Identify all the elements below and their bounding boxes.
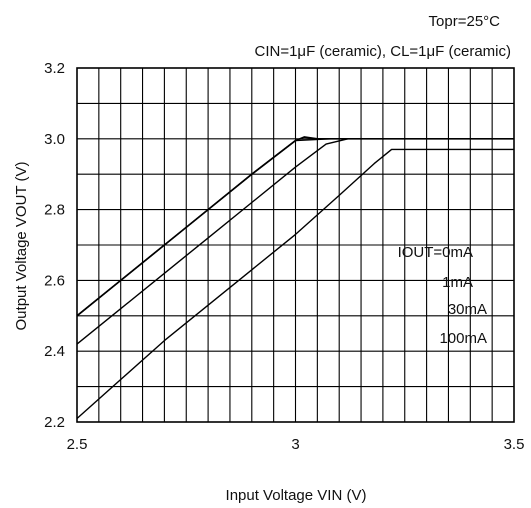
y-tick-label: 2.4 [44, 343, 65, 360]
x-tick-label: 2.5 [67, 436, 88, 453]
legend-entry-30mA: 30mA [448, 301, 487, 318]
x-tick-label: 3 [291, 436, 299, 453]
x-tick-label: 3.5 [504, 436, 525, 453]
y-tick-label: 2.2 [44, 414, 65, 431]
legend-title: IOUT=0mA [398, 244, 473, 261]
x-tick-labels: 2.5 3 3.5 [67, 436, 525, 453]
y-tick-label: 3.2 [44, 60, 65, 77]
legend-entry-1mA: 1mA [442, 274, 473, 291]
y-tick-label: 2.6 [44, 272, 65, 289]
series-line-30mA [76, 138, 514, 345]
legend-entry-100mA: 100mA [439, 330, 487, 347]
series-line-1mA [76, 138, 514, 317]
condition-capacitors: CIN=1μF (ceramic), CL=1μF (ceramic) [255, 43, 512, 60]
x-axis-label: Input Voltage VIN (V) [226, 487, 367, 504]
plot-frame [76, 67, 515, 423]
grid [77, 68, 514, 422]
series-lines [76, 136, 514, 420]
condition-temperature: Topr=25°C [429, 13, 501, 30]
y-axis-label: Output Voltage VOUT (V) [13, 162, 30, 331]
y-tick-label: 3.0 [44, 131, 65, 148]
y-tick-labels: 2.2 2.4 2.6 2.8 3.0 3.2 [44, 60, 65, 431]
y-tick-label: 2.8 [44, 202, 65, 219]
series-line-100mA [76, 148, 514, 420]
